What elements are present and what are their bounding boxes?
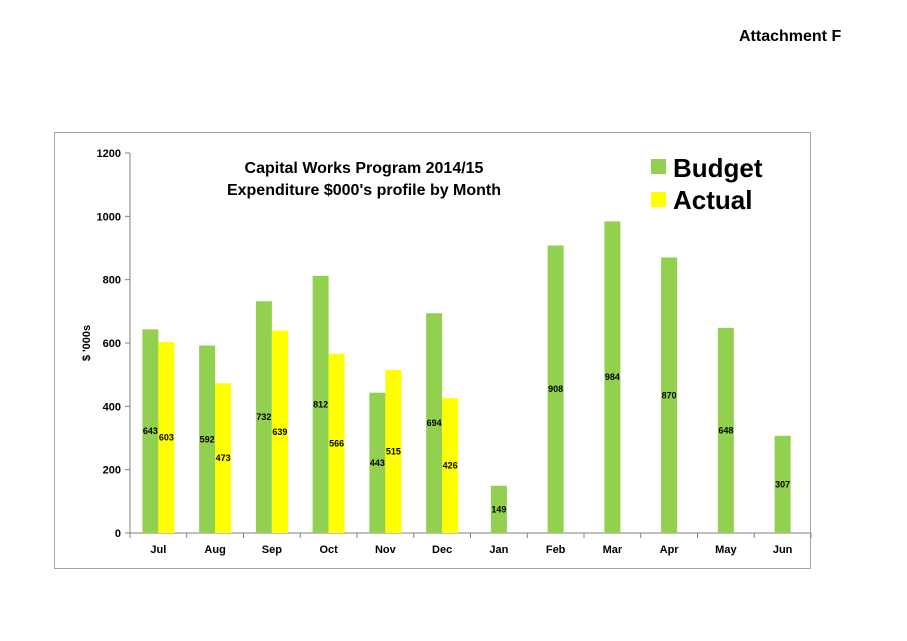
- y-tick-label: 0: [115, 528, 121, 540]
- legend-actual-label: Actual: [673, 185, 752, 215]
- y-tick-label: 400: [103, 401, 121, 413]
- x-tick-label: Jun: [773, 544, 793, 556]
- budget-data-label: 643: [143, 426, 158, 436]
- actual-bar: [158, 342, 175, 533]
- actual-data-label: 603: [159, 433, 174, 443]
- actual-data-label: 473: [216, 453, 231, 463]
- x-tick-label: Nov: [375, 544, 397, 556]
- x-tick-label: Aug: [204, 544, 225, 556]
- budget-data-label: 443: [370, 458, 385, 468]
- x-tick-label: Mar: [603, 544, 623, 556]
- x-tick-label: Dec: [432, 544, 452, 556]
- x-tick-label: Feb: [546, 544, 566, 556]
- actual-data-label: 566: [329, 438, 344, 448]
- budget-bar: [547, 245, 564, 533]
- actual-data-label: 515: [386, 446, 401, 456]
- budget-data-label: 984: [605, 372, 620, 382]
- budget-data-label: 149: [491, 504, 506, 514]
- budget-data-label: 307: [775, 479, 790, 489]
- budget-bar: [426, 313, 443, 533]
- x-tick-label: Sep: [262, 544, 282, 556]
- x-tick-label: Oct: [319, 544, 338, 556]
- legend-actual-swatch: [651, 192, 666, 207]
- y-axis-label: $ '000s: [81, 325, 93, 361]
- budget-bar: [142, 329, 159, 533]
- budget-data-label: 592: [200, 434, 215, 444]
- x-tick-label: Apr: [660, 544, 680, 556]
- legend-budget-label: Budget: [673, 153, 763, 183]
- budget-bar: [369, 392, 386, 533]
- attachment-label: Attachment F: [739, 28, 842, 45]
- budget-data-label: 648: [718, 425, 733, 435]
- budget-data-label: 694: [427, 418, 442, 428]
- legend-budget-swatch: [651, 159, 666, 174]
- chart-title-line-1: Capital Works Program 2014/15: [245, 160, 484, 177]
- budget-bar: [774, 435, 791, 533]
- budget-data-label: 732: [256, 412, 271, 422]
- y-tick-label: 600: [103, 338, 121, 350]
- y-tick-label: 200: [103, 465, 121, 477]
- budget-data-label: 870: [662, 390, 677, 400]
- budget-bar: [661, 257, 678, 533]
- actual-bar: [215, 383, 232, 533]
- x-tick-label: Jul: [150, 544, 166, 556]
- budget-bar: [604, 221, 621, 533]
- actual-bar: [271, 330, 288, 533]
- chart-area: [54, 132, 811, 569]
- budget-data-label: 908: [548, 384, 563, 394]
- budget-data-label: 812: [313, 399, 328, 409]
- actual-data-label: 639: [272, 427, 287, 437]
- budget-bar: [312, 275, 329, 533]
- y-tick-label: 800: [103, 275, 121, 287]
- actual-bar: [328, 353, 345, 533]
- y-tick-label: 1000: [97, 211, 121, 223]
- actual-bar: [385, 369, 402, 533]
- actual-data-label: 426: [443, 461, 458, 471]
- x-tick-label: May: [715, 544, 737, 556]
- x-tick-label: Jan: [489, 544, 508, 556]
- chart-title-line-2: Expenditure $000's profile by Month: [227, 182, 501, 199]
- y-tick-label: 1200: [97, 148, 121, 160]
- budget-bar: [255, 301, 272, 533]
- budget-bar: [490, 485, 507, 533]
- budget-bar: [717, 327, 734, 533]
- actual-bar: [442, 398, 459, 533]
- budget-bar: [199, 345, 216, 533]
